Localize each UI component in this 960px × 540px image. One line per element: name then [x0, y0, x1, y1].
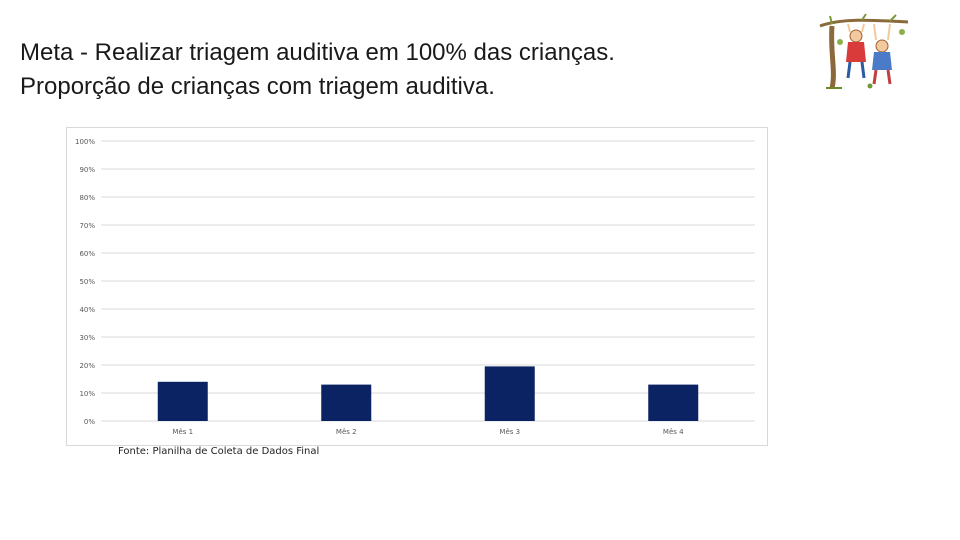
x-tick-label: Mês 3: [499, 428, 520, 436]
y-tick-label: 100%: [75, 138, 95, 146]
x-tick-label: Mês 2: [336, 428, 357, 436]
y-tick-label: 60%: [79, 250, 95, 258]
y-tick-label: 80%: [79, 194, 95, 202]
y-tick-label: 20%: [79, 362, 95, 370]
slide-title: Meta - Realizar triagem auditiva em 100%…: [20, 36, 615, 103]
bar-4: [648, 384, 699, 421]
y-tick-label: 10%: [79, 390, 95, 398]
x-tick-label: Mês 4: [663, 428, 684, 436]
title-line-1: Meta - Realizar triagem auditiva em 100%…: [20, 39, 615, 66]
y-tick-label: 30%: [79, 334, 95, 342]
bar-1: [157, 381, 208, 421]
chart-svg: 0% 10% 20% 30% 40% 50% 60% 70% 80% 90% 100% Mês 1 Mê…: [75, 138, 755, 436]
y-tick-label: 0%: [84, 418, 95, 426]
bar-2: [321, 384, 372, 421]
y-tick-label: 70%: [79, 222, 95, 230]
bar-3: [484, 366, 535, 421]
y-tick-label: 40%: [79, 306, 95, 314]
y-tick-label: 90%: [79, 166, 95, 174]
title-line-2: Proporção de crianças com triagem auditi…: [20, 72, 495, 100]
source-note: Fonte: Planilha de Coleta de Dados Final: [118, 446, 320, 457]
children-on-tree-branch-illustration: [812, 12, 912, 92]
bar-chart: 0% 10% 20% 30% 40% 50% 60% 70% 80% 90% 100% Mês 1 Mê…: [66, 127, 768, 446]
y-tick-label: 50%: [79, 278, 95, 286]
x-tick-label: Mês 1: [172, 428, 193, 436]
